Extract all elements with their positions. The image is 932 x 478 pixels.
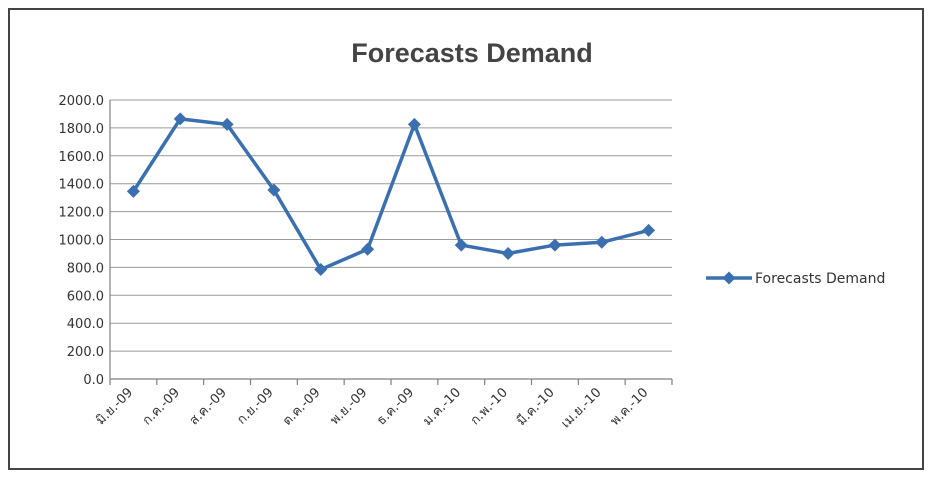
y-tick-label: 0.0	[83, 373, 104, 388]
y-tick-label: 1800.0	[59, 122, 105, 137]
data-point	[126, 184, 140, 198]
x-tick-label: ก.พ.-10	[468, 385, 511, 428]
data-point	[501, 246, 515, 260]
x-tick-label: มิ.ย.-09	[93, 385, 136, 428]
data-point	[642, 223, 656, 237]
gridlines	[110, 99, 672, 352]
x-tick-label: ม.ค.-10	[420, 385, 464, 429]
x-tick-labels: มิ.ย.-09 ก.ค.-09 ส.ค.-09 ก.ย.-09 ต.ค.-09 พ.ย.…	[93, 385, 651, 432]
data-point	[267, 183, 281, 197]
data-point	[361, 242, 375, 256]
legend-label: Forecasts Demand	[755, 271, 885, 287]
x-tick-label: มี.ค.-10	[513, 385, 557, 429]
x-tick-label: ส.ค.-09	[187, 385, 230, 428]
y-tick-label: 600.0	[67, 289, 104, 304]
series-line	[131, 117, 650, 272]
x-tick-label: พ.ค.-10	[608, 385, 652, 429]
x-tick-label: เม.ย.-10	[559, 385, 605, 431]
x-tick-label: ธ.ค.-09	[374, 385, 417, 428]
data-point	[548, 238, 562, 252]
y-tick-label: 1200.0	[59, 206, 105, 221]
chart-title: Forecasts Demand	[351, 38, 593, 68]
x-tick-label: ต.ค.-09	[280, 385, 324, 429]
y-tick-label: 200.0	[67, 345, 104, 360]
x-tick-label: พ.ย.-09	[327, 385, 370, 428]
y-tick-label: 800.0	[67, 261, 104, 276]
y-tick-label: 400.0	[67, 317, 104, 332]
data-point	[454, 238, 468, 252]
axes	[109, 100, 673, 385]
data-point	[314, 262, 328, 276]
legend-swatch-marker	[722, 271, 736, 285]
y-tick-label: 1000.0	[59, 234, 105, 249]
data-point	[407, 117, 421, 131]
y-tick-label: 1600.0	[59, 150, 105, 165]
x-tick-label: ก.ย.-09	[234, 385, 276, 427]
data-point	[220, 117, 234, 131]
legend: Forecasts Demand	[706, 271, 885, 287]
y-tick-labels: 0.0 200.0 400.0 600.0 800.0 1000.0 1200.0 1400.…	[59, 94, 105, 388]
y-tick-label: 1400.0	[59, 178, 105, 193]
x-tick-label: ก.ค.-09	[140, 385, 183, 428]
y-tick-label: 2000.0	[59, 94, 105, 109]
data-point	[173, 112, 187, 126]
series	[126, 112, 656, 276]
data-point	[595, 235, 609, 249]
